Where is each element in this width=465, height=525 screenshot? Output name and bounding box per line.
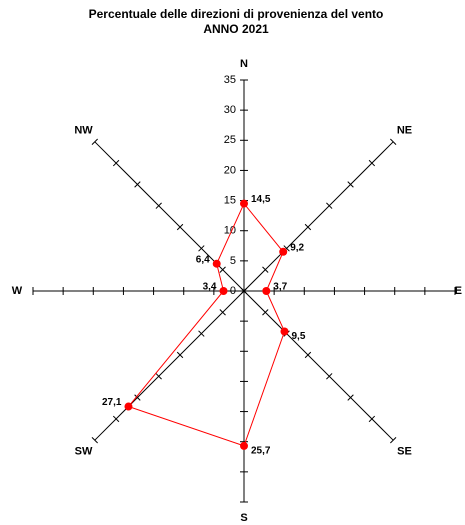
data-point — [219, 287, 228, 295]
axis-line — [243, 290, 394, 441]
tick-mark — [176, 351, 184, 359]
value-label: 9,2 — [290, 242, 304, 253]
data-point — [240, 441, 248, 450]
category-label: NE — [397, 124, 412, 136]
category-label: W — [12, 285, 23, 297]
data-point — [212, 259, 221, 268]
tick-mark — [283, 245, 290, 252]
tick-mark — [240, 287, 248, 295]
chart-subtitle: ANNO 2021 — [203, 22, 269, 36]
tick-mark — [155, 202, 162, 209]
tick-label: 15 — [224, 194, 236, 206]
data-point — [280, 327, 289, 336]
category-label: SE — [397, 445, 412, 457]
tick-mark — [134, 394, 141, 401]
data-point — [262, 287, 271, 295]
tick-mark — [368, 415, 376, 423]
data-line — [127, 202, 286, 447]
value-label: 14,5 — [251, 194, 271, 205]
tick-mark — [347, 394, 354, 401]
value-label: 25,7 — [251, 446, 271, 457]
tick-mark — [326, 202, 333, 209]
category-label: S — [240, 512, 247, 524]
tick-label: 30 — [224, 104, 236, 116]
tick-mark — [390, 437, 397, 444]
tick-label: 35 — [224, 74, 236, 86]
axis-line — [94, 290, 245, 441]
tick-label: 25 — [224, 134, 236, 146]
tick-mark — [134, 181, 141, 188]
axis-line — [94, 141, 245, 292]
tick-mark — [390, 138, 397, 145]
value-label: 3,4 — [203, 282, 217, 293]
category-label: NW — [74, 124, 93, 136]
tick-mark — [198, 330, 205, 337]
value-label: 6,4 — [196, 254, 210, 265]
category-label: N — [240, 58, 248, 70]
tick-mark — [91, 138, 98, 145]
tick-label: 5 — [230, 255, 236, 267]
value-label: 9,5 — [291, 331, 305, 342]
tick-mark — [219, 309, 226, 316]
tick-mark — [219, 266, 226, 273]
tick-label: 0 — [230, 285, 236, 297]
tick-mark — [304, 351, 312, 359]
tick-mark — [91, 437, 98, 444]
tick-mark — [262, 309, 269, 316]
value-label: 27,1 — [102, 397, 122, 408]
tick-mark — [368, 159, 376, 167]
chart-title: Percentuale delle direzioni di provenien… — [89, 7, 384, 21]
data-point — [240, 199, 248, 208]
category-label: SW — [75, 445, 93, 457]
value-label: 3,7 — [273, 282, 287, 293]
tick-mark — [304, 223, 312, 231]
tick-label: 20 — [224, 164, 236, 176]
tick-mark — [347, 181, 354, 188]
data-point — [124, 402, 133, 411]
tick-mark — [326, 373, 333, 380]
tick-mark — [176, 223, 184, 231]
tick-mark — [198, 245, 205, 252]
axis-line — [243, 141, 394, 292]
tick-mark — [155, 373, 162, 380]
data-point — [279, 247, 288, 256]
tick-mark — [112, 159, 120, 167]
tick-mark — [262, 266, 269, 273]
category-label: E — [455, 285, 462, 297]
tick-mark — [112, 415, 120, 423]
